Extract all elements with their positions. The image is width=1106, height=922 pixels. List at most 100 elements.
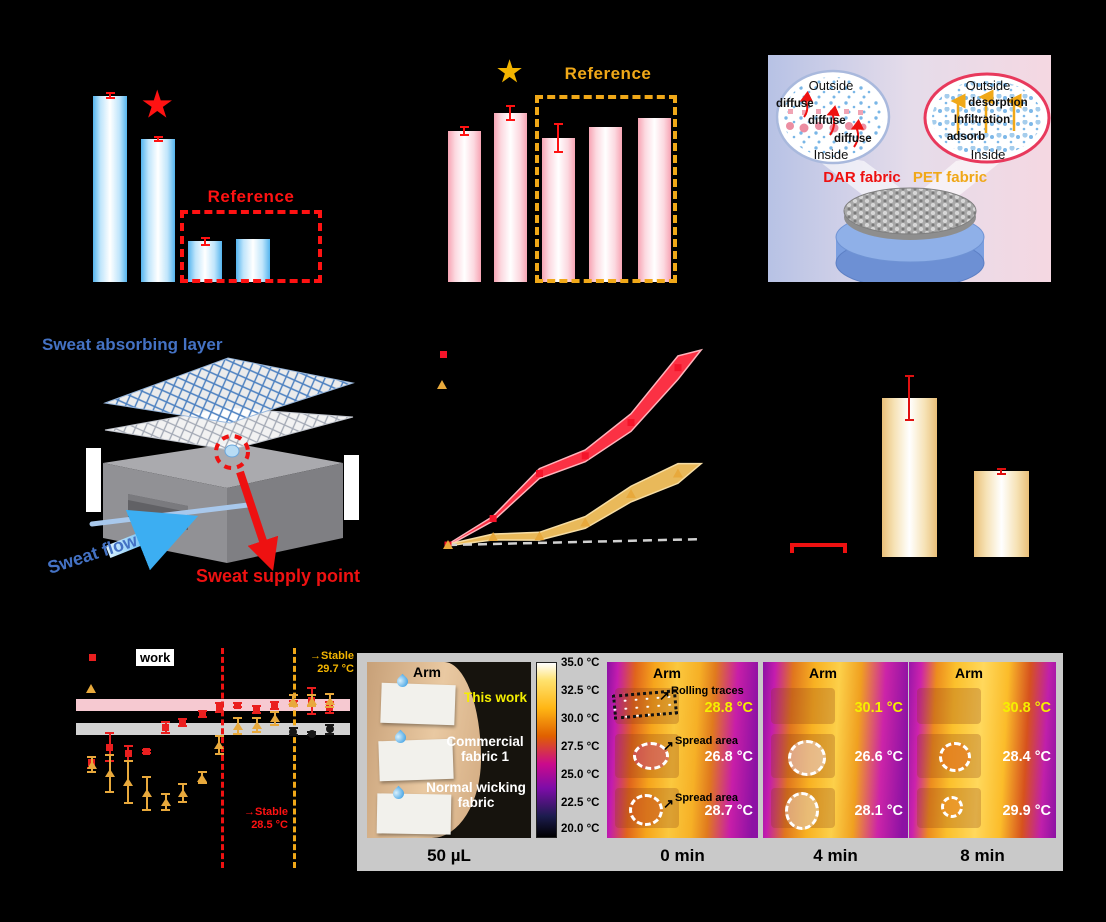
up-right-arrow-icon: ↗ xyxy=(663,738,674,753)
arm-label: Arm xyxy=(954,665,983,681)
spread-area-circle xyxy=(788,740,826,776)
time-caption: 4 min xyxy=(813,846,858,865)
colorbar-tick: 25.0 °C xyxy=(561,769,600,781)
stability-vline-1 xyxy=(220,648,224,868)
colorbar-tick: 30.0 °C xyxy=(561,713,600,725)
mesh-sheet-upper xyxy=(103,357,355,424)
legend-red-square-marker xyxy=(440,351,447,358)
stable-value: 29.7 °C xyxy=(317,663,354,675)
right-arrow-icon: → xyxy=(243,806,255,818)
arm-label: Arm xyxy=(652,665,681,681)
red-series-band xyxy=(447,348,704,548)
orange-series-point xyxy=(123,778,134,787)
black-series-point xyxy=(307,729,316,738)
star-marker-red: ★ xyxy=(142,86,173,124)
diffuse-label-2: diffuse xyxy=(808,115,846,127)
diffuse-label-3: diffuse xyxy=(834,133,872,145)
sample-label-commercial: Commercial fabric 1 xyxy=(446,734,524,764)
stable-annotation-red: →Stable 28.5 °C xyxy=(228,806,288,832)
red-series-point xyxy=(627,419,635,427)
b-bar-4 xyxy=(588,126,622,282)
black-series-point xyxy=(325,725,334,734)
red-series-point xyxy=(234,701,242,709)
black-series-point xyxy=(289,727,297,736)
orange-series-point xyxy=(626,489,636,499)
orange-series-point xyxy=(672,468,683,478)
patch-shadow xyxy=(771,688,835,724)
thermal-imaging-collage: Arm This work Commercial fabric 1 Normal… xyxy=(357,653,1063,871)
orange-series-point xyxy=(488,531,499,541)
thermal-frame-4min: Arm 30.1 °C 26.6 °C 28.1 °C xyxy=(763,662,908,838)
right-outside-label: Outside xyxy=(966,78,1011,93)
legend-orange-triangle-marker xyxy=(86,684,96,693)
b-bar-3 xyxy=(541,137,575,282)
b-error-bar-3 xyxy=(553,122,563,153)
red-series-point xyxy=(106,743,114,751)
a-error-bar-3 xyxy=(200,236,210,246)
up-right-arrow-icon: ↗ xyxy=(659,688,670,703)
arm-photo-tile: Arm This work Commercial fabric 1 Normal… xyxy=(367,662,531,838)
fabric-sample-disc xyxy=(843,187,977,240)
orange-series-point xyxy=(214,740,225,749)
orange-series-point xyxy=(232,722,243,731)
spread-area-circle xyxy=(941,796,963,818)
a-bar-3 xyxy=(188,241,222,282)
b-error-bar-1 xyxy=(459,125,469,137)
time-caption: 8 min xyxy=(960,846,1005,865)
sweat-device-diagram: Sweat absorbing layer Sweat flow Sweat s… xyxy=(42,335,360,586)
supply-point-circle xyxy=(214,434,250,470)
sweat-flow-arrow xyxy=(105,509,199,571)
pet-fabric-caption: PET fabric xyxy=(913,169,987,186)
dar-fabric-bubble: Outside diffuse diffuse diffuse Inside xyxy=(775,69,891,165)
temperature-band-1 xyxy=(76,699,350,711)
reference-box-a xyxy=(180,210,322,283)
temperature-reading: 28.7 °C xyxy=(704,803,753,819)
temperature-reading: 26.8 °C xyxy=(704,749,753,765)
pet-fabric-bubble: Outside desorption Infiltration adsorb I… xyxy=(923,72,1051,164)
orange-series-point xyxy=(251,721,262,729)
red-series-point xyxy=(674,364,682,372)
red-series-point xyxy=(179,719,187,727)
red-series-point xyxy=(124,750,132,758)
reference-label-a: Reference xyxy=(207,187,295,206)
orange-series-point xyxy=(443,540,453,550)
a-error-bar-2 xyxy=(153,136,163,143)
orange-series-point xyxy=(160,798,171,806)
diffuse-label-1: diffuse xyxy=(776,98,814,110)
temperature-reading: 30.8 °C xyxy=(1002,700,1051,716)
red-series-point xyxy=(162,723,170,731)
orange-series-point xyxy=(177,789,188,798)
temperature-reading: 29.9 °C xyxy=(1002,803,1051,819)
arm-label: Arm xyxy=(412,664,441,680)
patch-shadow xyxy=(917,688,981,724)
legend-this-work: work xyxy=(136,649,175,666)
near-zero-bracket xyxy=(790,543,847,553)
sample-label-this-work: This work xyxy=(463,690,527,705)
orange-series-band xyxy=(447,462,704,547)
right-arrow-icon: → xyxy=(309,650,321,662)
temperature-band-2 xyxy=(76,722,350,735)
stability-vline-2 xyxy=(292,648,296,868)
f-bar-3 xyxy=(973,471,1029,557)
stable-value: 28.5 °C xyxy=(251,819,288,831)
orange-series-point xyxy=(104,769,115,778)
desorption-label: desorption xyxy=(968,97,1027,109)
reference-label-b: Reference xyxy=(564,64,652,83)
diffuse-arrows xyxy=(799,90,865,148)
f-bar-2 xyxy=(881,398,937,557)
a-bar-4 xyxy=(236,238,270,282)
a-bar-2 xyxy=(141,138,175,282)
infiltration-label: Infiltration xyxy=(954,114,1010,126)
red-series-point xyxy=(271,701,279,709)
control-baseline xyxy=(447,537,702,547)
b-bar-5 xyxy=(637,117,671,282)
spread-area-circle xyxy=(785,792,819,830)
infiltration-arrows xyxy=(950,89,1022,135)
red-series-point xyxy=(215,703,223,711)
stable-annotation-yellow: →Stable 29.7 °C xyxy=(292,650,354,676)
orange-series-point xyxy=(269,714,280,723)
time-caption: 0 min xyxy=(660,846,705,865)
rolling-traces-annotation: Rolling traces xyxy=(671,685,744,697)
